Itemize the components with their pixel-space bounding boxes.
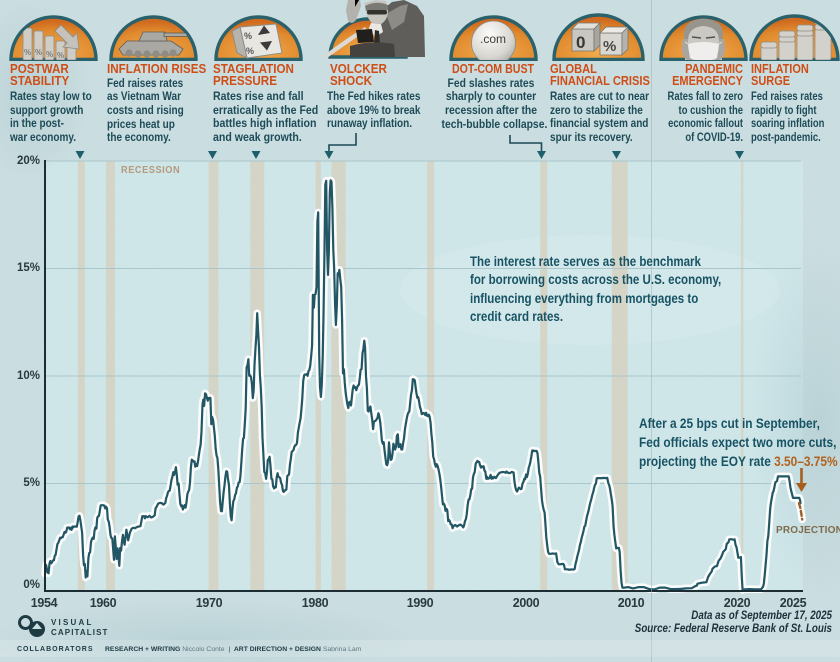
svg-text:%: %	[57, 51, 64, 60]
svg-text:VISUAL: VISUAL	[51, 618, 94, 627]
svg-text:0: 0	[576, 33, 585, 52]
svg-text:%: %	[246, 46, 254, 56]
svg-text:.com: .com	[480, 32, 506, 46]
svg-text:%: %	[244, 31, 252, 41]
svg-text:%: %	[603, 38, 616, 55]
svg-text:%: %	[35, 48, 42, 57]
svg-text:%: %	[46, 50, 53, 59]
svg-text:%: %	[24, 48, 31, 57]
svg-text:CAPITALIST: CAPITALIST	[51, 628, 109, 637]
